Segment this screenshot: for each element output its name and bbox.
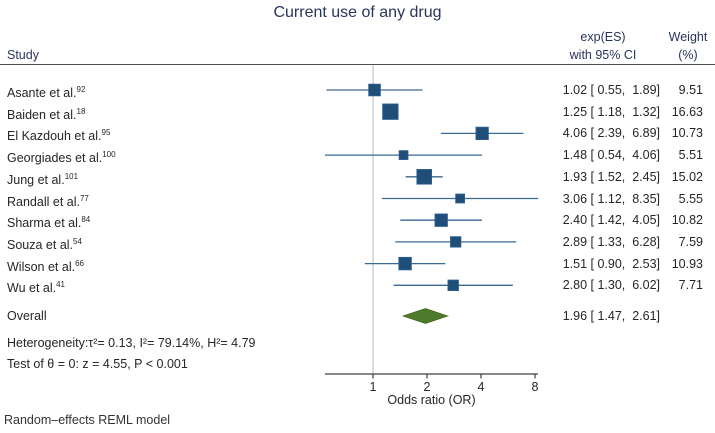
overall-es-value: 1.96 [ 1.47, 2.61]	[562, 309, 660, 323]
es-value: 1.48 [ 0.54, 4.06]	[562, 148, 660, 163]
study-label: Georgiades et al.100	[7, 150, 116, 166]
column-header-weight: Weight (%)	[666, 28, 710, 64]
x-axis-title: Odds ratio (OR)	[387, 393, 475, 407]
column-header-es-line1: exp(ES)	[580, 30, 626, 44]
weight-value: 16.63	[671, 104, 703, 119]
weight-value: 7.59	[678, 234, 703, 249]
study-label: Randall et al.77	[7, 193, 89, 209]
study-reference-number: 54	[73, 236, 82, 246]
es-value: 2.40 [ 1.42, 4.05]	[562, 213, 660, 228]
weight-value: 10.93	[671, 256, 703, 271]
study-reference-number: 95	[101, 128, 111, 138]
study-row: Sharma et al.84 2.40 [ 1.42, 4.05] 10.82	[0, 209, 715, 231]
study-reference-number: 41	[56, 280, 66, 290]
study-reference-number: 101	[64, 171, 79, 181]
study-row: Randall et al.77 3.06 [ 1.12, 8.35] 5.55	[0, 188, 715, 210]
x-axis-tick-label: 1	[370, 380, 377, 394]
study-row: El Kazdouh et al.95 4.06 [ 2.39, 6.89] 10.…	[0, 122, 715, 144]
weight-value: 15.02	[671, 169, 703, 184]
study-reference-number: 66	[75, 258, 84, 268]
study-label: Wu et al.41	[7, 280, 66, 296]
es-value: 2.80 [ 1.30, 6.02]	[562, 278, 660, 293]
weight-value: 10.73	[671, 126, 703, 141]
x-axis-tick-label: 4	[478, 380, 485, 394]
column-header-es-line2: with 95% CI	[569, 48, 637, 62]
es-value: 3.06 [ 1.12, 8.35]	[562, 191, 660, 206]
es-value: 1.25 [ 1.18, 1.32]	[562, 104, 660, 119]
chart-title: Current use of any drug	[273, 4, 442, 21]
study-reference-number: 100	[102, 150, 116, 160]
es-value: 4.06 [ 2.39, 6.89]	[562, 126, 660, 141]
study-label: El Kazdouh et al.95	[7, 128, 111, 144]
study-reference-number: 92	[76, 85, 86, 94]
es-value: 1.02 [ 0.55, 1.89]	[562, 83, 660, 97]
study-label: Wilson et al.66	[7, 258, 84, 274]
es-value: 1.51 [ 0.90, 2.53]	[562, 256, 660, 271]
overall-row: Overall 1.96 [ 1.47, 2.61]	[0, 305, 715, 327]
study-row: Georgiades et al.100 1.48 [ 0.54, 4.06] 5.…	[0, 144, 715, 166]
header-rule	[0, 64, 715, 66]
overall-label: Overall	[7, 309, 47, 323]
weight-value: 10.82	[671, 213, 703, 228]
weight-value: 5.51	[678, 148, 703, 163]
study-reference-number: 77	[79, 193, 89, 203]
column-header-weight-line1: Weight	[668, 30, 708, 44]
study-reference-number: 84	[81, 215, 91, 225]
study-label: Asante et al.92	[7, 85, 86, 101]
column-header-es: exp(ES) with 95% CI	[543, 28, 663, 64]
study-row: Jung et al.101 1.93 [ 1.52, 2.45] 15.02	[0, 166, 715, 188]
es-value: 2.89 [ 1.33, 6.28]	[562, 234, 660, 249]
study-label: Souza et al.54	[7, 236, 82, 253]
study-reference-number: 18	[76, 106, 86, 116]
study-label: Jung et al.101	[7, 171, 79, 187]
column-header-weight-line2: (%)	[678, 48, 698, 62]
study-row: Wilson et al.66 1.51 [ 0.90, 2.53] 10.93	[0, 253, 715, 275]
heterogeneity-stats: Heterogeneity:τ²= 0.13, I²= 79.14%, H²= …	[7, 336, 256, 350]
study-label: Baiden et al.18	[7, 106, 86, 122]
study-row: Asante et al.92 1.02 [ 0.55, 1.89] 9.51	[0, 79, 715, 101]
weight-value: 9.51	[678, 83, 703, 97]
test-stats: Test of θ = 0: z = 4.55, P < 0.001	[7, 356, 188, 371]
study-row: Souza et al.54 2.89 [ 1.33, 6.28] 7.59	[0, 231, 715, 253]
study-row: Wu et al.41 2.80 [ 1.30, 6.02] 7.71	[0, 274, 715, 296]
study-label: Sharma et al.84	[7, 215, 91, 231]
x-axis-tick-label: 2	[424, 380, 431, 394]
weight-value: 7.71	[678, 278, 703, 293]
weight-value: 5.55	[678, 191, 703, 206]
x-axis-tick-label: 8	[532, 380, 539, 394]
model-footnote: Random–effects REML model	[4, 413, 171, 427]
column-header-study: Study	[7, 48, 39, 62]
study-row: Baiden et al.18 1.25 [ 1.18, 1.32] 16.63	[0, 101, 715, 123]
es-value: 1.93 [ 1.52, 2.45]	[562, 169, 660, 184]
